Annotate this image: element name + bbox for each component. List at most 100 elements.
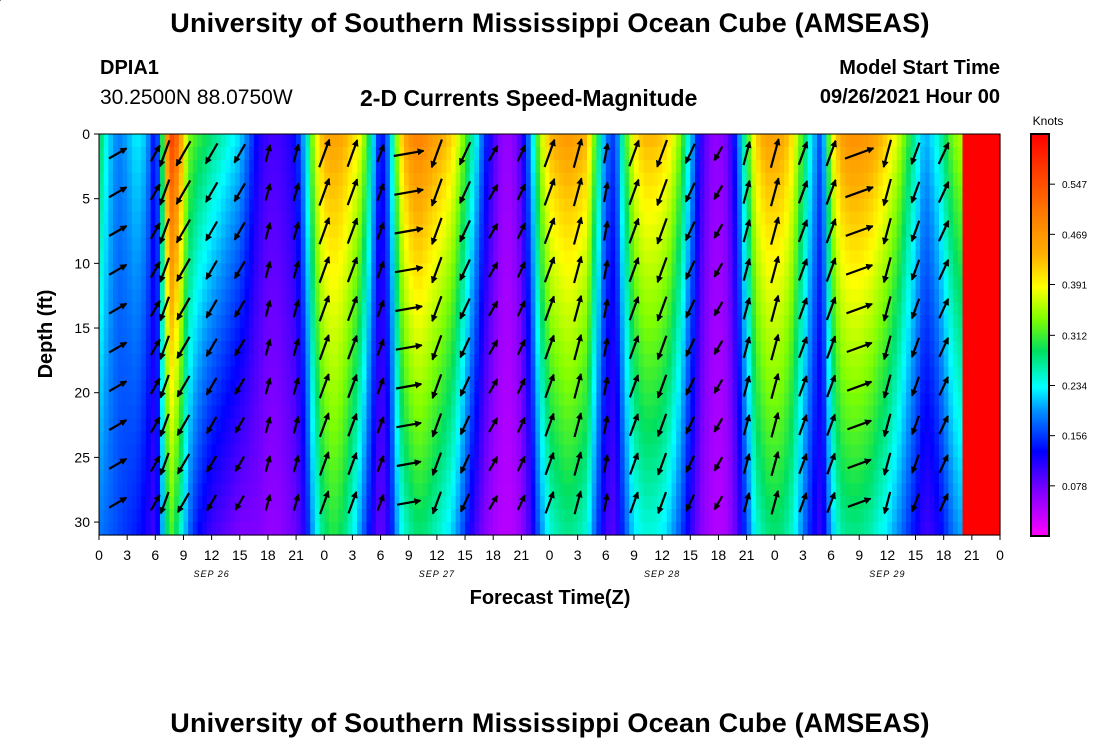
heatmap-cell <box>333 341 339 355</box>
heatmap-cell <box>709 185 715 200</box>
heatmap-cell <box>737 483 743 497</box>
heatmap-cell <box>634 159 640 174</box>
heatmap-cell <box>408 366 414 381</box>
heatmap-cell <box>587 134 593 148</box>
heatmap-cell <box>277 457 283 471</box>
heatmap-cell <box>648 341 654 355</box>
heatmap-cell <box>540 250 546 264</box>
heatmap-cell <box>751 405 757 420</box>
heatmap-cell <box>662 431 668 445</box>
heatmap-cell <box>117 172 124 187</box>
heatmap-cell <box>540 237 546 251</box>
heatmap-cell <box>573 470 579 484</box>
heatmap-cell <box>558 418 565 433</box>
heatmap-cell <box>563 315 569 329</box>
heatmap-cell <box>451 418 457 433</box>
heatmap-cell <box>765 172 771 187</box>
heatmap-cell <box>164 250 170 264</box>
heatmap-cell <box>657 392 663 407</box>
heatmap-cell <box>371 392 377 407</box>
heatmap-cell <box>662 159 668 174</box>
heatmap-cell <box>690 315 696 329</box>
heatmap-cell <box>310 159 316 174</box>
heatmap-cell <box>723 509 729 523</box>
heatmap-cell <box>469 263 475 277</box>
heatmap-cell <box>333 263 339 277</box>
heatmap-cell <box>535 522 541 536</box>
heatmap-cell <box>451 341 457 355</box>
heatmap-cell <box>145 146 152 161</box>
heatmap-cell <box>385 457 391 471</box>
heatmap-cell <box>493 237 499 251</box>
heatmap-cell <box>145 392 152 407</box>
heatmap-cell <box>479 379 485 394</box>
heatmap-cell <box>465 198 471 213</box>
heatmap-cell <box>493 211 499 226</box>
heatmap-cell <box>422 211 429 226</box>
heatmap-cell <box>709 134 715 148</box>
heatmap-cell <box>596 224 602 238</box>
heatmap-cell <box>615 146 621 161</box>
heatmap-cell <box>249 418 255 433</box>
heatmap-cell <box>385 405 391 420</box>
heatmap-cell <box>127 418 133 433</box>
heatmap-cell <box>474 134 480 148</box>
heatmap-cell <box>441 470 447 484</box>
heatmap-cell <box>629 353 635 368</box>
heatmap-cell <box>277 134 283 148</box>
heatmap-cell <box>849 237 856 251</box>
heatmap-cell <box>704 159 710 174</box>
heatmap-cell <box>479 134 485 148</box>
heatmap-cell <box>544 405 551 420</box>
heatmap-cell <box>113 172 119 187</box>
heatmap-cell <box>666 470 673 484</box>
heatmap-cell <box>704 483 710 497</box>
heatmap-cell <box>802 315 809 329</box>
heatmap-cell <box>183 237 189 251</box>
heatmap-cell <box>624 172 630 187</box>
heatmap-cell <box>793 172 799 187</box>
heatmap-cell <box>150 289 156 303</box>
heatmap-cell <box>817 289 823 303</box>
heatmap-cell <box>131 522 138 536</box>
heatmap-cell <box>479 159 485 174</box>
heatmap-cell <box>699 198 705 213</box>
heatmap-cell <box>699 315 705 329</box>
heatmap-cell <box>690 302 696 316</box>
heatmap-cell <box>145 470 152 484</box>
heatmap-cell <box>840 134 846 148</box>
heatmap-cell <box>211 392 217 407</box>
heatmap-cell <box>244 366 250 381</box>
heatmap-cell <box>263 470 269 484</box>
heatmap-cell <box>732 353 738 368</box>
heatmap-cell <box>756 289 762 303</box>
heatmap-cell <box>174 211 180 226</box>
heatmap-cell <box>619 379 626 394</box>
heatmap-cell <box>493 198 499 213</box>
heatmap-cell <box>554 405 560 420</box>
heatmap-cell <box>469 509 475 523</box>
heatmap-cell <box>338 302 344 316</box>
heatmap-cell <box>361 522 368 536</box>
heatmap-cell <box>840 496 846 510</box>
heatmap-cell <box>737 185 743 200</box>
heatmap-cell <box>516 522 522 536</box>
heatmap-cell <box>624 405 630 420</box>
heatmap-cell <box>671 366 677 381</box>
heatmap-cell <box>638 418 644 433</box>
heatmap-cell <box>263 328 269 342</box>
heatmap-cell <box>460 211 466 226</box>
heatmap-cell <box>840 405 846 420</box>
heatmap-cell <box>835 418 842 433</box>
heatmap-cell <box>676 159 682 174</box>
heatmap-cell <box>338 289 344 303</box>
heatmap-cell <box>164 379 170 394</box>
heatmap-cell <box>418 341 424 355</box>
heatmap-cell <box>446 263 452 277</box>
heatmap-cell <box>770 302 776 316</box>
heatmap-cell <box>230 134 236 148</box>
heatmap-cell <box>530 483 536 497</box>
heatmap-cell <box>849 276 856 290</box>
heatmap-cell <box>540 159 546 174</box>
heatmap-cell <box>136 134 142 148</box>
